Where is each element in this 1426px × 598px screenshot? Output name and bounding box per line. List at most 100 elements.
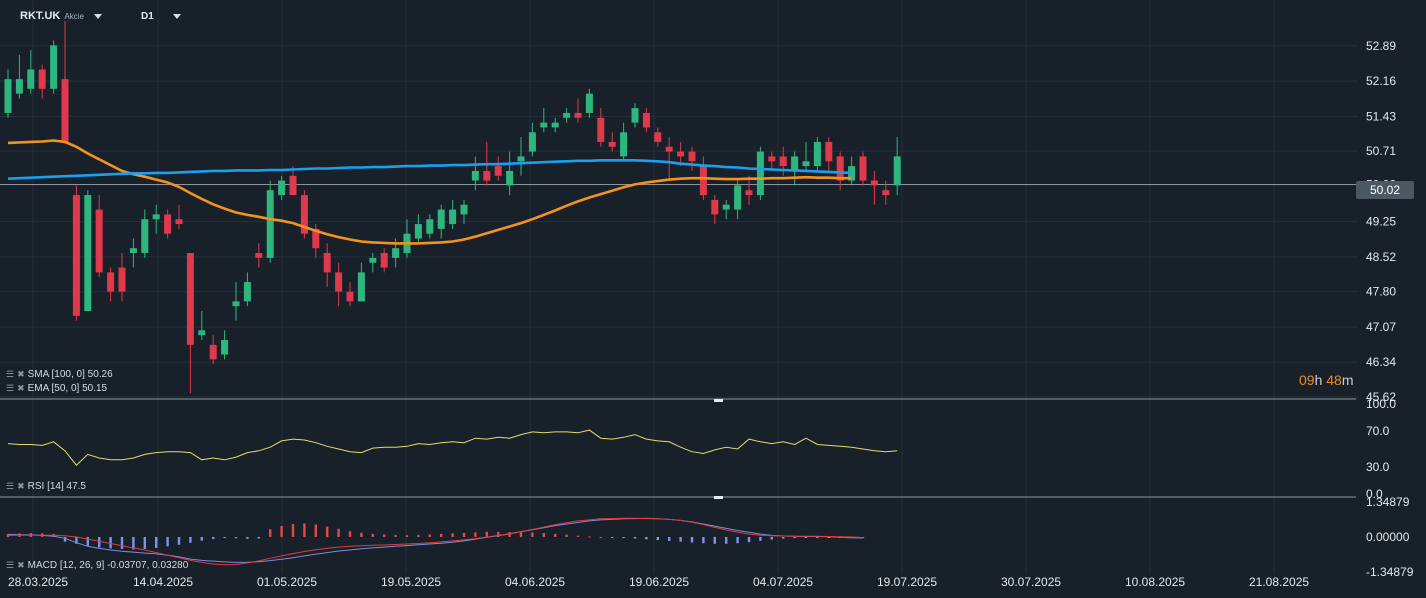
macd-axis-tick-label: 0.00000 — [1366, 530, 1410, 544]
chevron-down-icon[interactable] — [172, 13, 181, 19]
candle-down — [483, 170, 491, 181]
macd-histogram-bar-positive — [440, 533, 443, 537]
sma-legend[interactable]: ☰ ✖ SMA [100, 0] 50.26 — [6, 369, 113, 380]
instrument-type-label: Akcie — [64, 12, 84, 21]
close-icon[interactable]: ✖ — [17, 369, 25, 379]
close-icon[interactable]: ✖ — [17, 481, 25, 491]
candle-up — [357, 272, 365, 302]
candle-up — [414, 224, 422, 239]
macd-histogram-bar-negative — [611, 537, 614, 538]
candle-down — [825, 141, 833, 162]
candle-down — [335, 272, 343, 292]
candle-down — [346, 291, 354, 302]
macd-histogram-bar-negative — [212, 537, 215, 540]
x-axis-tick-label: 19.05.2025 — [381, 575, 441, 589]
candle-down — [323, 253, 331, 273]
close-icon[interactable]: ✖ — [17, 560, 25, 570]
candle-up — [756, 151, 764, 196]
candle-up — [27, 69, 35, 89]
pane-resize-handle[interactable] — [714, 496, 723, 499]
macd-histogram-bar-negative — [143, 537, 146, 549]
y-axis-tick-label: 47.80 — [1366, 285, 1396, 299]
candle-down — [574, 112, 582, 118]
macd-histogram-bar-negative — [713, 537, 716, 544]
macd-histogram-bar-negative — [645, 537, 648, 540]
macd-signal-line — [7, 517, 864, 566]
macd-histogram-bar-positive — [6, 533, 10, 537]
x-axis-tick-label: 30.07.2025 — [1001, 575, 1061, 589]
macd-histogram-bar-negative — [782, 537, 785, 539]
macd-axis-tick-label: -1.34879 — [1366, 565, 1414, 579]
macd-legend[interactable]: ☰ ✖ MACD [12, 26, 9] -0.03707, 0.03280 — [6, 560, 188, 571]
macd-histogram-bar-negative — [736, 537, 739, 544]
macd-histogram-bar-positive — [314, 524, 317, 537]
candle-down — [107, 272, 115, 292]
pane-resize-handle[interactable] — [714, 399, 723, 402]
ema-50-line — [7, 139, 852, 245]
x-axis-tick-label: 14.04.2025 — [133, 575, 193, 589]
close-icon[interactable]: ✖ — [17, 383, 25, 393]
macd-histogram-bar-positive — [280, 526, 283, 537]
ema-legend-label: EMA [50, 0] 50.15 — [27, 383, 108, 394]
macd-histogram-bar-negative — [816, 537, 819, 538]
candle-up — [540, 122, 548, 128]
candle-up — [152, 214, 160, 220]
chevron-down-icon[interactable] — [93, 13, 102, 19]
candle-down — [768, 156, 776, 162]
macd-histogram-bar-positive — [519, 532, 523, 537]
candle-down — [289, 175, 297, 196]
candle-down — [175, 219, 183, 225]
macd-histogram-bar-negative — [155, 537, 158, 548]
candle-up — [426, 219, 434, 234]
candle-up — [141, 219, 149, 254]
candle-up — [893, 156, 901, 186]
macd-axis-tick-label: 1.34879 — [1366, 495, 1410, 509]
macd-histogram-bar-positive — [588, 536, 591, 538]
settings-icon[interactable]: ☰ — [6, 560, 15, 570]
candle-up — [722, 204, 730, 210]
macd-histogram-bar-positive — [428, 534, 431, 537]
macd-histogram-bar-negative — [804, 537, 808, 538]
rsi-legend[interactable]: ☰ ✖ RSI [14] 47.5 — [6, 481, 86, 492]
candle-down — [38, 69, 46, 89]
macd-legend-label: MACD [12, 26, 9] -0.03707, 0.03280 — [27, 560, 189, 571]
y-axis-tick-label: 46.34 — [1366, 355, 1396, 369]
macd-histogram-bar-negative — [166, 537, 169, 547]
macd-histogram-bar-positive — [508, 532, 511, 537]
macd-histogram-bar-positive — [371, 533, 374, 537]
macd-histogram-bar-negative — [132, 537, 135, 550]
y-axis-tick-label: 52.16 — [1366, 74, 1396, 88]
settings-icon[interactable]: ☰ — [6, 383, 15, 393]
macd-histogram-bar-negative — [759, 537, 762, 541]
candle-down — [597, 117, 605, 142]
sma-legend-label: SMA [100, 0] 50.26 — [27, 369, 113, 380]
candle-up — [517, 156, 525, 162]
countdown-hours-unit: h — [1314, 372, 1323, 388]
candle-down — [164, 214, 172, 234]
current-price-tag: 50.02 — [1356, 181, 1414, 199]
macd-histogram-bar-positive — [337, 528, 340, 537]
candle-down — [255, 253, 263, 258]
macd-histogram-bar-positive — [291, 524, 295, 537]
macd-histogram-bar-positive — [599, 537, 602, 538]
macd-histogram-bar-negative — [747, 537, 751, 543]
x-axis-tick-label: 01.05.2025 — [257, 575, 317, 589]
timeframe-selector[interactable]: D1 — [141, 11, 181, 22]
candle-down — [494, 166, 502, 176]
ema-legend[interactable]: ☰ ✖ EMA [50, 0] 50.15 — [6, 383, 107, 394]
macd-histogram-bar-positive — [565, 534, 568, 537]
candle-up — [50, 45, 58, 89]
macd-histogram-bar-negative — [679, 537, 682, 542]
macd-histogram-bar-positive — [360, 532, 363, 537]
x-axis-tick-label: 04.06.2025 — [505, 575, 565, 589]
macd-histogram-bar-negative — [63, 537, 67, 542]
candle-down — [745, 190, 753, 196]
settings-icon[interactable]: ☰ — [6, 369, 15, 379]
candle-down — [711, 199, 719, 215]
macd-histogram-bar-negative — [827, 537, 830, 538]
symbol-selector[interactable]: RKT.UK Akcie — [20, 10, 102, 22]
settings-icon[interactable]: ☰ — [6, 481, 15, 491]
rsi-axis-tick-label: 100.0 — [1366, 397, 1396, 411]
